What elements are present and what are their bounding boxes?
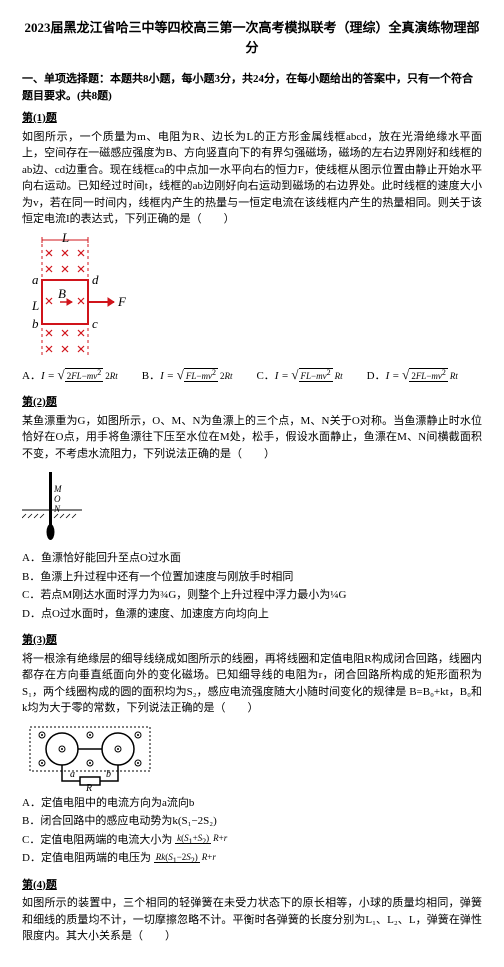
- q3-D: D．定值电阻两端的电压为 Rk(S1−2S2)R+r: [22, 850, 482, 867]
- q3-figure: a b R: [22, 721, 172, 791]
- q1-D: D．I = 2FL−mv2Rt: [367, 368, 460, 385]
- svg-text:M: M: [53, 484, 62, 494]
- q3-text: 将一根涂有绝缘层的细导线绕成如图所示的线圈，再将线圈和定值电阻R构成闭合回路，线…: [22, 651, 482, 717]
- q2-B: B．鱼漂上升过程中还有一个位置加速度与刚放手时相同: [22, 569, 482, 586]
- q2-D: D．点O过水面时，鱼漂的速度、加速度方向均向上: [22, 606, 482, 623]
- q2-tag: 第(2)题: [22, 394, 482, 411]
- q4-tag: 第(4)题: [22, 877, 482, 894]
- svg-text:O: O: [54, 494, 61, 504]
- svg-text:b: b: [32, 316, 39, 331]
- q1-figure: L a d L b c B F: [22, 232, 132, 362]
- q1-B: B．I = FL−mv22Rt: [142, 368, 235, 385]
- svg-text:L: L: [31, 298, 39, 313]
- section-heading: 一、单项选择题：本题共8小题，每小题3分，共24分，在每小题给出的答案中，只有一…: [22, 71, 482, 104]
- q2-text: 某鱼漂重为G，如图所示，O、M、N为鱼漂上的三个点，M、N关于O对称。当鱼漂静止…: [22, 413, 482, 463]
- q3-A: A．定值电阻中的电流方向为a流向b: [22, 795, 482, 812]
- page-title: 2023届黑龙江省哈三中等四校高三第一次高考模拟联考（理综）全真演练物理部分: [22, 18, 482, 57]
- q2-figure: M O N: [22, 466, 82, 546]
- svg-text:F: F: [117, 294, 127, 309]
- svg-text:R: R: [85, 783, 92, 791]
- svg-text:L: L: [61, 232, 69, 245]
- svg-text:c: c: [92, 316, 98, 331]
- svg-text:a: a: [32, 272, 39, 287]
- q1-options: A．I = 2FL−mv22Rt B．I = FL−mv22Rt C．I = F…: [22, 368, 482, 385]
- svg-text:d: d: [92, 272, 99, 287]
- svg-text:b: b: [106, 769, 111, 780]
- q1-C: C．I = FL−mv2Rt: [256, 368, 344, 385]
- q3-B: B．闭合回路中的感应电动势为k(S₁−2S₂): [22, 813, 482, 830]
- q3-tag: 第(3)题: [22, 632, 482, 649]
- q1-A: A．I = 2FL−mv22Rt: [22, 368, 120, 385]
- q4-text: 如图所示的装置中，三个相同的轻弹簧在未受力状态下的原长相等，小球的质量均相同，弹…: [22, 895, 482, 945]
- svg-text:a: a: [70, 769, 75, 780]
- q2-A: A．鱼漂恰好能回升至点O过水面: [22, 550, 482, 567]
- q3-options: A．定值电阻中的电流方向为a流向b B．闭合回路中的感应电动势为k(S₁−2S₂…: [22, 795, 482, 867]
- q2-options: A．鱼漂恰好能回升至点O过水面 B．鱼漂上升过程中还有一个位置加速度与刚放手时相…: [22, 550, 482, 622]
- q3-C: C．定值电阻两端的电流大小为 k(S1+S2)R+r: [22, 832, 482, 849]
- svg-text:N: N: [53, 504, 61, 514]
- q1-text: 如图所示，一个质量为m、电阻为R、边长为L的正方形金属线框abcd，放在光滑绝缘…: [22, 129, 482, 228]
- q2-C: C．若点M刚达水面时浮力为¾G，则整个上升过程中浮力最小为¼G: [22, 587, 482, 604]
- svg-text:B: B: [58, 286, 66, 301]
- q1-tag: 第(1)题: [22, 110, 482, 127]
